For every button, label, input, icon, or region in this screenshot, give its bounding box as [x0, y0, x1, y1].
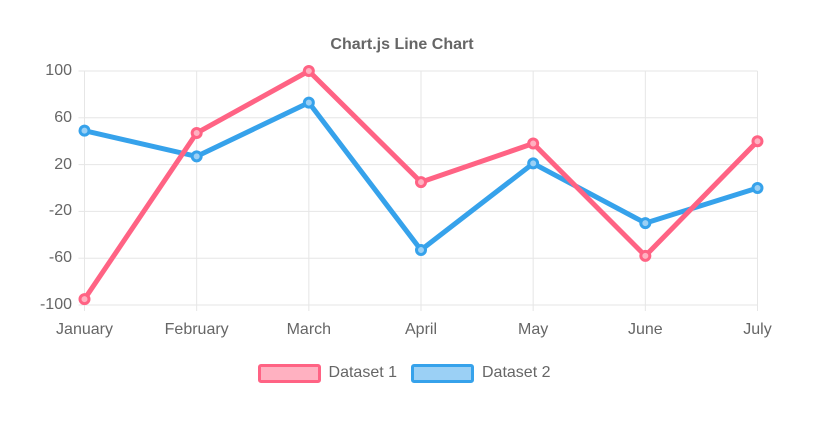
dataset-1-point-march[interactable]	[302, 65, 315, 77]
y-axis-label--20: -20	[48, 202, 72, 220]
dataset-2-point-march[interactable]	[302, 96, 315, 109]
legend-swatch-dataset-2	[411, 363, 474, 383]
x-axis-label-january: January	[56, 321, 113, 338]
y-axis-label--60: -60	[48, 249, 72, 267]
x-axis-label-july: July	[743, 321, 772, 338]
y-axis-label-100: 100	[45, 62, 72, 79]
dataset-2-point-april[interactable]	[415, 244, 427, 257]
dataset-1-point-april[interactable]	[415, 176, 427, 189]
x-axis-label-june: June	[627, 321, 663, 338]
legend-label-dataset-1: Dataset 1	[328, 364, 397, 381]
legend-item-dataset-1[interactable]: Dataset 1	[257, 363, 397, 383]
y-axis-label-60: 60	[54, 108, 72, 126]
dataset-1-point-june[interactable]	[639, 249, 652, 262]
legend: Dataset 1 Dataset 2	[0, 362, 808, 384]
legend-swatch-dataset-1	[257, 363, 321, 383]
dataset-1-point-january[interactable]	[78, 293, 91, 306]
x-axis-label-may: May	[518, 321, 549, 338]
dataset-2-point-july[interactable]	[751, 182, 764, 194]
dataset-1-point-may[interactable]	[527, 137, 540, 150]
legend-label-dataset-2: Dataset 2	[482, 364, 551, 381]
legend-item-dataset-2[interactable]: Dataset 2	[411, 363, 551, 383]
y-axis-label--100: -100	[39, 296, 72, 313]
y-axis-label-20: 20	[54, 155, 72, 173]
dataset-2-point-january[interactable]	[78, 124, 91, 137]
x-axis-label-february: February	[164, 321, 229, 338]
dataset-2-point-june[interactable]	[639, 217, 652, 230]
dataset-2-point-may[interactable]	[527, 157, 540, 170]
x-axis-label-april: April	[404, 321, 438, 338]
chart-title: Chart.js Line Chart	[330, 36, 474, 53]
dataset-1-point-february[interactable]	[190, 127, 203, 140]
dataset-1-point-july[interactable]	[751, 135, 764, 148]
dataset-2-point-february[interactable]	[190, 150, 203, 163]
x-axis-label-march: March	[286, 321, 332, 338]
